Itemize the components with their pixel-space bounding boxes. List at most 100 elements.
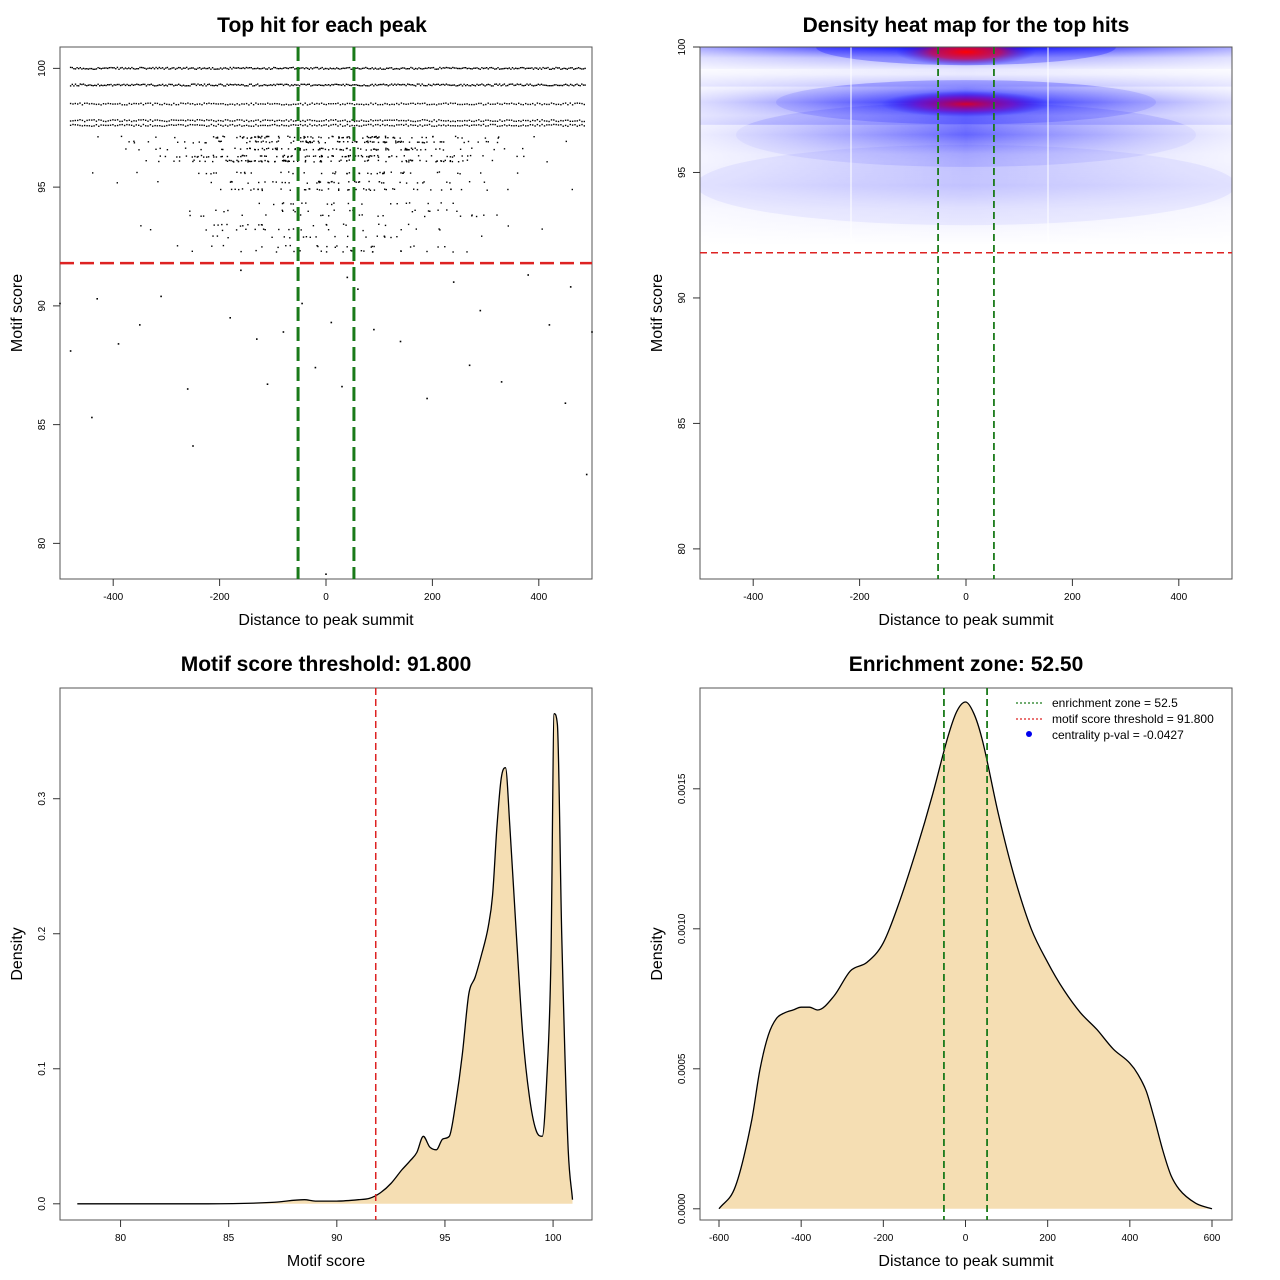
scatter-point	[357, 147, 359, 150]
scatter-point	[248, 83, 251, 85]
scatter-point	[451, 160, 454, 163]
scatter-point	[130, 120, 133, 123]
scatter-point	[163, 125, 166, 127]
scatter-point	[281, 83, 283, 85]
scatter-point	[249, 147, 251, 150]
scatter-point	[304, 120, 306, 123]
scatter-point	[144, 83, 146, 86]
scatter-point	[418, 67, 420, 69]
scatter-point	[449, 125, 452, 127]
scatter-point	[259, 155, 262, 157]
scatter-ytick-label-1: 85	[37, 419, 48, 431]
scatter-point	[306, 182, 308, 184]
scatter-point	[326, 67, 328, 70]
scatter-point	[522, 104, 524, 106]
scatter-point	[231, 181, 233, 183]
scatter-point	[502, 68, 504, 70]
scatter-point	[513, 68, 515, 70]
scatter-point	[120, 135, 123, 138]
scatter-point	[240, 155, 242, 158]
scatter-point	[539, 125, 541, 127]
scatter-point	[363, 84, 365, 86]
scatter-point	[389, 84, 391, 86]
distance-density-title: Enrichment zone: 52.50	[849, 653, 1084, 676]
scatter-point	[145, 160, 147, 162]
scatter-point	[454, 120, 456, 123]
heatmap-hotspot-mid	[881, 91, 1051, 117]
scatter-point	[419, 159, 421, 162]
scatter-point	[247, 224, 249, 226]
scatter-point	[257, 67, 259, 69]
scatter-point	[346, 136, 348, 139]
scatter-point	[305, 202, 307, 204]
scatter-point	[447, 119, 449, 122]
scatter-point	[417, 155, 420, 157]
scatter-point	[402, 141, 404, 143]
scatter-point	[254, 136, 257, 138]
scatter-point	[304, 159, 307, 162]
scatter-point	[276, 155, 278, 158]
scatter-point	[581, 83, 583, 85]
scatter-point	[206, 103, 208, 105]
scatter-point	[452, 202, 454, 204]
scatter-point	[439, 148, 441, 150]
scatter-point	[369, 155, 371, 157]
scatter-point	[199, 119, 201, 121]
scatter-point	[316, 125, 318, 127]
distance-density-xtick-label-5: 400	[1121, 1233, 1138, 1244]
scatter-point	[355, 67, 357, 69]
scatter-point	[212, 160, 214, 163]
scatter-point	[457, 120, 459, 122]
scatter-point	[212, 235, 214, 237]
scatter-point	[252, 125, 255, 127]
scatter-point	[328, 149, 330, 151]
scatter-point	[341, 137, 343, 139]
scatter-point	[294, 211, 296, 213]
scatter-point	[255, 84, 257, 86]
scatter-point	[548, 68, 551, 70]
scatter-point	[360, 154, 363, 157]
scatter-point	[207, 67, 209, 70]
distance-density-xtick-label-4: 200	[1039, 1233, 1056, 1244]
scatter-point	[178, 160, 181, 162]
scatter-point	[344, 67, 346, 70]
scatter-point	[158, 66, 160, 69]
scatter-point	[145, 68, 148, 70]
scatter-point	[410, 102, 412, 105]
scatter-point	[264, 155, 266, 157]
scatter-point	[128, 67, 130, 69]
scatter-point	[307, 142, 310, 144]
scatter-point	[490, 85, 493, 87]
scatter-point	[138, 103, 140, 105]
scatter-point	[402, 67, 404, 69]
scatter-point	[320, 147, 323, 149]
scatter-point	[333, 209, 335, 211]
scatter-point	[262, 228, 265, 230]
scatter-point	[373, 141, 375, 143]
scatter-point	[243, 103, 245, 105]
scatter-point	[294, 148, 296, 151]
scatter-point	[234, 120, 236, 122]
scatter-point	[398, 124, 400, 126]
heatmap-band-fade-3	[700, 124, 1232, 246]
scatter-point	[368, 68, 370, 70]
scatter-point	[461, 155, 463, 157]
scatter-point	[94, 84, 96, 86]
scatter-point	[337, 182, 340, 184]
scatter-point	[204, 142, 206, 144]
scatter-point	[369, 140, 372, 143]
scatter-point	[534, 125, 536, 127]
scatter-point	[407, 119, 410, 121]
scatter-point	[300, 67, 302, 69]
scatter-point	[540, 68, 543, 70]
scatter-point	[421, 119, 424, 121]
scatter-point	[560, 68, 562, 70]
scatter-point	[199, 84, 201, 86]
scatter-point	[450, 188, 452, 191]
scatter-point	[507, 67, 509, 70]
scatter-point	[411, 67, 414, 69]
scatter-point	[482, 67, 485, 70]
scatter-point	[537, 83, 539, 85]
scatter-point	[203, 120, 205, 122]
scatter-point	[494, 103, 496, 105]
